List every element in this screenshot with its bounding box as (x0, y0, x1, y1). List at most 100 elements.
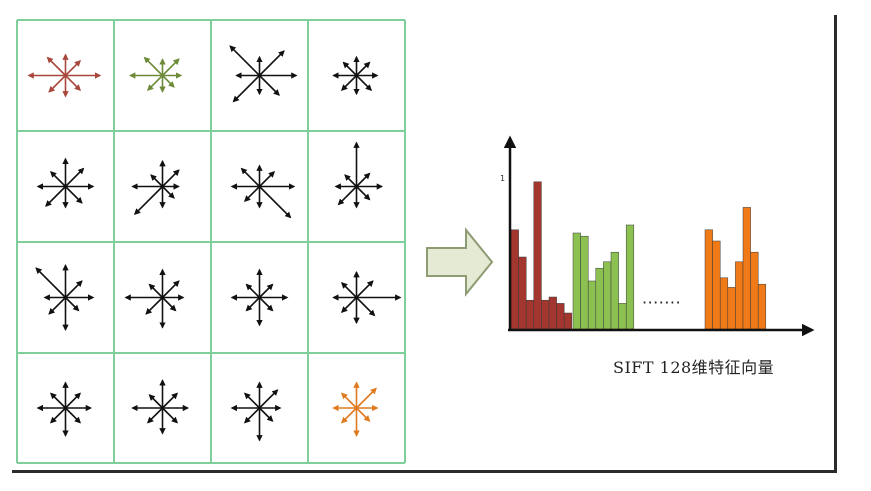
orientation-arrow (240, 167, 261, 188)
orientation-arrow (340, 296, 358, 314)
histogram-bar (548, 296, 557, 330)
histogram-bar (518, 256, 527, 330)
histogram-bar (742, 207, 751, 330)
histogram-bar (712, 240, 721, 330)
orientation-arrow (344, 174, 358, 188)
orientation-arrow (48, 74, 67, 93)
orientation-arrow (337, 185, 358, 206)
orientation-arrow (161, 58, 180, 77)
histogram-bar (603, 261, 612, 330)
cell-3-1 (35, 264, 95, 331)
orientation-arrow (340, 407, 358, 424)
cell-1-1 (27, 53, 102, 98)
orientation-arrow (64, 280, 83, 299)
orientation-arrow (243, 185, 261, 203)
histogram-bar (625, 224, 635, 330)
cell-2-4 (334, 141, 384, 209)
orientation-arrow (355, 74, 373, 92)
orientation-arrow (64, 407, 82, 424)
orientation-arrow (355, 407, 371, 422)
orientation-arrow (49, 170, 67, 188)
orientation-arrow (146, 74, 164, 92)
orientation-arrow (145, 296, 164, 315)
histogram-bar (580, 235, 589, 330)
histogram-bar (541, 299, 550, 330)
orientation-arrow (243, 392, 261, 409)
histogram-bar (735, 261, 744, 330)
orientation-arrow (258, 74, 280, 96)
orientation-arrow (161, 169, 180, 188)
transition-arrow (426, 227, 494, 297)
orientation-arrow (258, 170, 276, 188)
orientation-arrow (143, 56, 164, 77)
orientation-arrow (48, 296, 67, 315)
orientation-arrow (355, 61, 371, 77)
orientation-arrow (245, 296, 261, 312)
histogram-bar (618, 303, 627, 330)
orientation-arrow (146, 407, 164, 424)
histogram-bar (750, 251, 759, 330)
histogram-bar (719, 277, 729, 330)
orientation-arrow (245, 283, 261, 299)
orientation-arrow (64, 392, 82, 409)
orientation-arrow (258, 407, 274, 422)
orientation-arrow (355, 296, 376, 317)
histogram-bar (533, 181, 542, 330)
orientation-arrow (150, 174, 164, 188)
orientation-arrow (243, 407, 261, 424)
cell-2-2 (131, 159, 180, 216)
orientation-arrow (161, 392, 179, 409)
histogram-bar (510, 229, 519, 330)
orientation-arrow (340, 281, 358, 299)
orientation-arrow (355, 172, 371, 188)
orientation-arrow (64, 59, 82, 77)
orientation-arrows (27, 45, 402, 442)
orientation-arrow (229, 45, 261, 77)
y-axis-tick-label: 1 (500, 174, 505, 183)
orientation-arrow (258, 185, 292, 219)
feature-vector-caption: SIFT 128维特征向量 (613, 358, 775, 377)
orientation-arrow (148, 283, 164, 299)
orientation-arrow (161, 296, 177, 312)
cell-3-4 (332, 270, 402, 325)
orientation-arrow (64, 167, 85, 188)
orientation-arrow (258, 283, 274, 299)
cell-1-4 (332, 55, 379, 96)
orientation-arrow (49, 392, 67, 409)
orientation-arrow (355, 387, 377, 409)
cell-3-2 (124, 268, 185, 329)
orientation-arrow (133, 185, 164, 216)
histogram-bar (572, 232, 581, 330)
orientation-arrow (355, 185, 371, 201)
cell-2-3 (230, 164, 296, 219)
orientation-arrow (161, 185, 175, 199)
histogram (510, 181, 767, 330)
histogram-bar (727, 287, 736, 330)
orientation-arrow (232, 74, 261, 103)
histogram-bar (556, 303, 565, 330)
orientation-arrow (342, 61, 358, 77)
orientation-arrow (258, 296, 274, 312)
orientation-arrow (258, 50, 285, 77)
orientation-arrow (161, 280, 180, 299)
orientation-arrow (148, 394, 164, 409)
orientation-arrow (64, 296, 80, 312)
cell-4-4 (332, 381, 379, 437)
histogram-bar (757, 283, 767, 330)
cell-3-3 (230, 268, 289, 327)
histogram-bar (587, 280, 597, 330)
orientation-arrow (64, 74, 82, 92)
orientation-arrow (64, 185, 83, 204)
orientation-arrow (355, 280, 374, 299)
cell-4-2 (131, 379, 190, 435)
orientation-arrow (46, 56, 67, 77)
orientation-arrow (35, 267, 67, 299)
orientation-grid (16, 19, 406, 464)
frame-bottom-border (12, 470, 837, 473)
histogram-bar (595, 267, 604, 330)
histogram-bar (704, 229, 713, 330)
cell-1-2 (129, 56, 183, 93)
orientation-arrow (45, 185, 67, 207)
orientation-arrow (49, 407, 67, 424)
